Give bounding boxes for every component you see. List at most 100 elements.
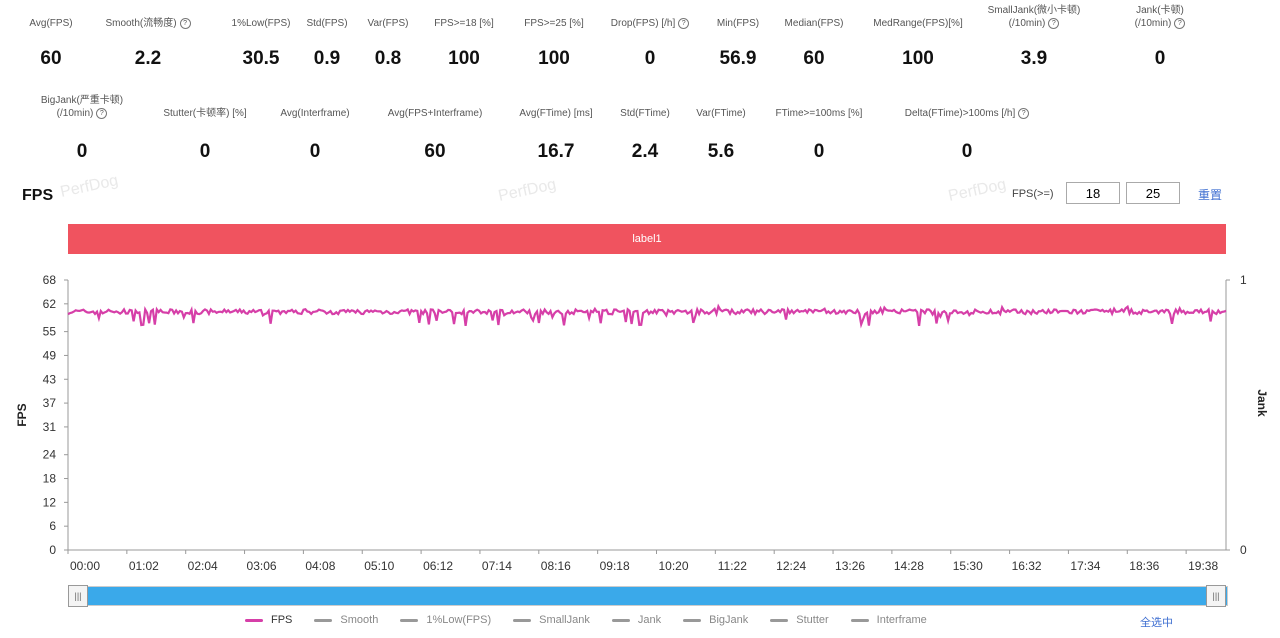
stat-value: 3.9	[1020, 48, 1048, 69]
legend-item-smooth[interactable]: Smooth	[314, 614, 378, 626]
stat-avg-ftime-ms: Avg(FTime) [ms] 16.7	[504, 94, 608, 163]
legend-label: Jank	[637, 614, 662, 626]
info-icon[interactable]: ?	[1174, 17, 1186, 29]
stat-ftime-100ms: FTime>=100ms [%] 0	[760, 94, 878, 163]
legend-label: FPS	[271, 614, 293, 626]
stat-label-text: FPS>=25 [%]	[524, 18, 584, 29]
y-tick-label: 18	[43, 472, 57, 486]
x-tick-label: 08:16	[541, 559, 571, 573]
watermark: PerfDog	[496, 176, 558, 205]
stat-smooth: Smooth(流畅度)? 2.2	[92, 4, 204, 70]
info-icon[interactable]: ?	[678, 17, 690, 29]
stat-label: 1%Low(FPS)	[212, 4, 310, 30]
threshold-input-2[interactable]	[1126, 182, 1180, 204]
x-tick-label: 02:04	[188, 559, 218, 573]
stat-median-fps: Median(FPS) 60	[776, 4, 852, 70]
stat-fps-18: FPS>=18 [%] 100	[418, 4, 510, 70]
stat-value: 30.5	[242, 48, 280, 69]
y-tick-label: 49	[43, 348, 57, 362]
stat-label: Var(FTime)	[686, 94, 756, 120]
reset-button[interactable]: 重置	[1198, 188, 1223, 202]
stat-value: 0	[813, 141, 825, 162]
stat-label-unit: (/10min)	[1008, 18, 1046, 29]
legend-swatch	[611, 618, 630, 622]
info-icon[interactable]: ?	[96, 107, 108, 119]
stat-jank: Jank(卡顿) (/10min)? 0	[1112, 4, 1208, 70]
info-icon[interactable]: ?	[1048, 17, 1060, 29]
stat-label: FPS>=18 [%]	[418, 4, 510, 30]
stat-label: Min(FPS)	[702, 4, 774, 30]
stat-label-text: Avg(FTime) [ms]	[519, 108, 593, 119]
chart-legend: FPS Smooth 1%Low(FPS) SmallJank Jank BigJank S…	[245, 614, 949, 626]
stat-avg-fps: Avg(FPS) 60	[15, 4, 87, 70]
threshold-input-1[interactable]	[1066, 182, 1120, 204]
x-tick-label: 18:36	[1129, 559, 1159, 573]
stat-label-text: Avg(FPS+Interframe)	[387, 108, 483, 119]
info-icon[interactable]: ?	[1018, 107, 1030, 119]
x-tick-label: 07:14	[482, 559, 512, 573]
x-tick-label: 01:02	[129, 559, 159, 573]
stat-label: Avg(FPS+Interframe)	[368, 94, 502, 120]
stat-label-text: Avg(Interframe)	[280, 108, 350, 119]
stat-drop-fps-h: Drop(FPS) [/h]? 0	[600, 4, 700, 70]
stat-avg-fps-interframe: Avg(FPS+Interframe) 60	[368, 94, 502, 163]
stat-label: Var(FPS)	[360, 4, 416, 30]
stat-value: 0	[644, 48, 656, 69]
x-tick-label: 05:10	[364, 559, 394, 573]
watermark: PerfDog	[946, 176, 1008, 205]
legend-label: BigJank	[709, 614, 749, 626]
chart-title: FPS	[22, 187, 54, 204]
stat-label: Delta(FTime)>100ms [/h]?	[884, 94, 1050, 120]
slider-left-handle[interactable]: |||	[68, 585, 88, 607]
y-tick-label: 62	[43, 297, 57, 311]
stat-value: 0	[961, 141, 973, 162]
stat-label-text: 1%Low(FPS)	[231, 18, 291, 29]
stat-value: 60	[424, 141, 446, 162]
legend-label: Stutter	[796, 614, 829, 626]
stat-label-text: Std(FTime)	[620, 108, 670, 119]
x-tick-label: 11:22	[718, 559, 747, 573]
stat-fps-25: FPS>=25 [%] 100	[508, 4, 600, 70]
stat-label: Std(FPS)	[298, 4, 356, 30]
x-tick-label: 06:12	[423, 559, 453, 573]
x-tick-label: 15:30	[953, 559, 983, 573]
legend-item-jank[interactable]: Jank	[611, 614, 662, 626]
select-all-button[interactable]: 全选中	[1140, 617, 1173, 629]
stat-label-text: Avg(FPS)	[29, 18, 73, 29]
legend-swatch	[850, 618, 869, 622]
info-icon[interactable]: ?	[179, 17, 191, 29]
legend-item-stutter[interactable]: Stutter	[770, 614, 829, 626]
stat-label-unit: (/10min)	[56, 108, 94, 119]
x-tick-label: 13:26	[835, 559, 865, 573]
stat-label-text: Jank(卡顿)	[1136, 5, 1184, 16]
stat-value: 0	[76, 141, 88, 162]
time-range-slider[interactable]	[68, 586, 1228, 606]
stat-label-text: Var(FTime)	[696, 108, 746, 119]
stat-label-text: Median(FPS)	[784, 18, 844, 29]
stat-label-text: Smooth(流畅度)	[105, 18, 177, 29]
stat-label: Avg(FTime) [ms]	[504, 94, 608, 120]
stat-label: FPS>=25 [%]	[508, 4, 600, 30]
stat-value: 2.2	[134, 48, 162, 69]
stat-label-text: Min(FPS)	[716, 18, 760, 29]
legend-item-interframe[interactable]: Interframe	[850, 614, 927, 626]
stat-label: Stutter(卡顿率) [%]	[146, 94, 264, 120]
legend-item-bigjank[interactable]: BigJank	[683, 614, 748, 626]
legend-label: 1%Low(FPS)	[426, 614, 492, 626]
stat-label-text: Var(FPS)	[367, 18, 409, 29]
label-bar[interactable]: label1	[68, 224, 1226, 254]
stat-value: 0	[309, 141, 321, 162]
slider-right-handle[interactable]: |||	[1206, 585, 1226, 607]
stat-smalljank: SmallJank(微小卡顿) (/10min)? 3.9	[978, 4, 1090, 70]
legend-label: Interframe	[876, 614, 927, 626]
stat-label: Avg(FPS)	[15, 4, 87, 30]
x-tick-label: 17:34	[1070, 559, 1100, 573]
legend-item-smalljank[interactable]: SmallJank	[513, 614, 590, 626]
legend-item-fps[interactable]: FPS	[245, 614, 292, 626]
stat-bigjank: BigJank(严重卡顿) (/10min)? 0	[22, 94, 142, 163]
legend-item-1-low-fps-[interactable]: 1%Low(FPS)	[400, 614, 491, 626]
stat-label-text: Stutter(卡顿率) [%]	[163, 108, 247, 119]
threshold-label: FPS(>=)	[1012, 188, 1054, 200]
stat-label: BigJank(严重卡顿) (/10min)?	[22, 94, 142, 120]
x-tick-label: 14:28	[894, 559, 924, 573]
